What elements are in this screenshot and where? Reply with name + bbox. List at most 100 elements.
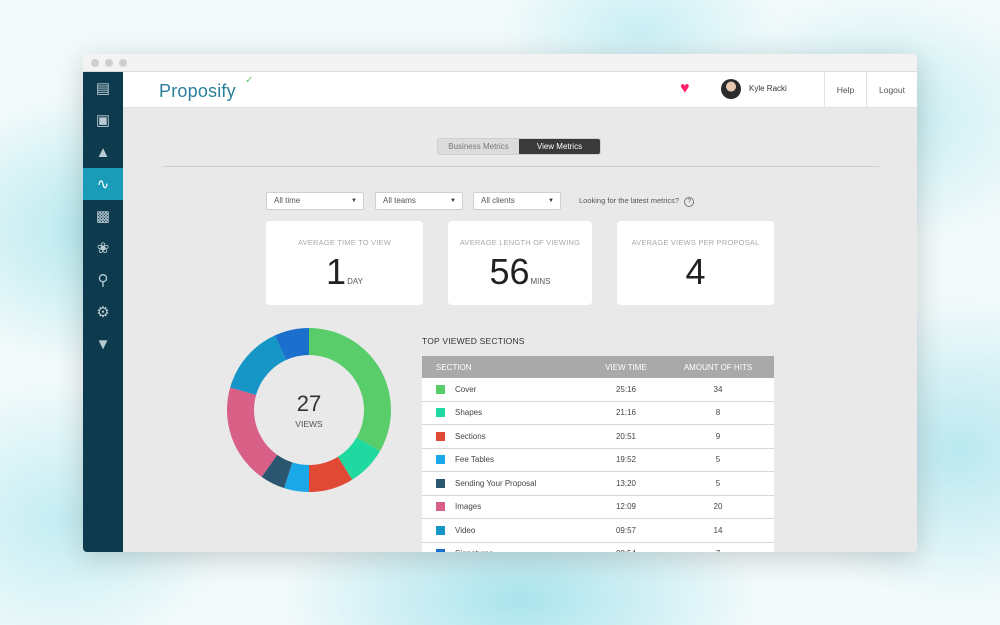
proposal-icon[interactable]: ▤ xyxy=(95,80,111,97)
card-value: 56 xyxy=(489,251,530,292)
card-value: 1 xyxy=(326,251,347,292)
donut-slice-video[interactable] xyxy=(230,335,287,395)
table-row[interactable]: Video 09:57 14 xyxy=(422,519,774,543)
tab-view-metrics[interactable]: View Metrics xyxy=(519,139,600,154)
view-time-cell: 25:16 xyxy=(615,384,637,394)
card-unit: DAY xyxy=(347,277,363,286)
chevron-down-icon: ▼ xyxy=(351,198,357,204)
hits-cell: 8 xyxy=(715,408,721,418)
card-unit: MINS xyxy=(530,277,551,286)
view-time-cell: 19:52 xyxy=(615,455,637,465)
card-label: AVERAGE VIEWS PER PROPOSAL xyxy=(631,238,760,247)
table-row[interactable]: Signatures 08:547 xyxy=(422,542,774,552)
window-maximize-dot[interactable] xyxy=(119,58,127,67)
divider xyxy=(163,166,879,167)
main-content: Business Metrics View Metrics All time ▼… xyxy=(123,108,917,552)
settings-icon[interactable]: ⚙ xyxy=(96,304,110,321)
donut-slice-shapes[interactable] xyxy=(337,437,381,480)
user-name[interactable]: Kyle Racki xyxy=(749,84,787,93)
latest-metrics-hint: Looking for the latest metrics? ? xyxy=(579,196,695,207)
donut-slice-fee-tables[interactable] xyxy=(284,462,309,492)
table-row[interactable]: Shapes 21:16 8 xyxy=(422,401,774,425)
view-time-cell: 08:54 xyxy=(590,549,662,552)
col-section-header[interactable]: SECTION xyxy=(436,362,472,372)
table-row[interactable]: Cover 25:16 34 xyxy=(422,378,774,402)
table-row[interactable]: Sending Your Proposal 13:20 5 xyxy=(422,472,774,496)
hits-cell: 20 xyxy=(713,502,723,512)
heart-icon[interactable]: ♥ xyxy=(680,80,690,97)
color-swatch xyxy=(436,384,445,394)
section-cell: Video xyxy=(422,525,590,535)
donut-center: 27 VIEWS xyxy=(225,326,393,494)
sections-table: SECTION VIEW TIME AMOUNT OF HITS Cover 25… xyxy=(422,356,774,552)
logo-check-icon: ✓ xyxy=(245,75,254,86)
integration-icon[interactable]: ▼ xyxy=(95,335,111,353)
section-name: Fee Tables xyxy=(455,455,494,465)
section-name: Cover xyxy=(455,384,477,394)
avg-length-card: AVERAGE LENGTH OF VIEWING 56MINS xyxy=(448,221,592,305)
help-link[interactable]: Help xyxy=(824,72,866,108)
donut-slice-images[interactable] xyxy=(227,387,278,477)
hits-cell: 14 xyxy=(713,525,723,535)
table-header: SECTION VIEW TIME AMOUNT OF HITS xyxy=(422,356,774,378)
hits-cell: 5 xyxy=(715,455,721,465)
time-filter-value: All time xyxy=(274,196,301,205)
card-value: 4 xyxy=(685,251,706,292)
avg-views-card: AVERAGE VIEWS PER PROPOSAL 4 xyxy=(617,221,774,305)
teams-filter-value: All teams xyxy=(383,196,416,205)
donut-slice-signatures[interactable] xyxy=(274,328,309,361)
color-swatch xyxy=(436,408,445,418)
col-hits-header[interactable]: AMOUNT OF HITS xyxy=(683,362,753,372)
card-label: AVERAGE LENGTH OF VIEWING xyxy=(459,238,581,247)
table-row[interactable]: Fee Tables 19:52 5 xyxy=(422,448,774,472)
view-time-cell: 21:16 xyxy=(615,408,637,418)
handshake-icon[interactable]: ❀ xyxy=(96,240,110,257)
hits-cell: 7 xyxy=(662,549,774,552)
latest-metrics-text: Looking for the latest metrics? xyxy=(579,196,680,205)
col-view-time-header[interactable]: VIEW TIME xyxy=(605,362,647,372)
color-swatch xyxy=(436,525,445,535)
section-name: Sending Your Proposal xyxy=(455,478,537,488)
avatar[interactable] xyxy=(721,79,741,99)
section-cell: Signatures xyxy=(422,549,590,552)
table-title: TOP VIEWED SECTIONS xyxy=(422,336,525,346)
view-time-cell: 20:51 xyxy=(615,431,637,441)
logout-link[interactable]: Logout xyxy=(866,72,917,108)
time-filter-select[interactable]: All time ▼ xyxy=(266,192,364,210)
logo[interactable]: Proposify ✓ xyxy=(159,75,253,102)
view-time-cell: 09:57 xyxy=(615,525,637,535)
clients-filter-select[interactable]: All clients ▼ xyxy=(473,192,561,210)
section-cell: Images xyxy=(422,502,590,512)
donut-slice-sending-your-proposal[interactable] xyxy=(261,454,293,489)
app-window: ▤ ▣ ▲ ∿ ▩ ❀ ⚲ ⚙ ▼ Proposify ✓ ♥ Kyle Rac… xyxy=(83,54,917,552)
tab-business-metrics[interactable]: Business Metrics xyxy=(438,139,519,154)
section-cell: Cover xyxy=(422,384,590,394)
table-body: Cover 25:16 34 Shapes 21:16 8 Sections 20:51 9 Fe… xyxy=(422,378,774,552)
inbox-icon[interactable]: ▣ xyxy=(95,112,111,129)
location-icon[interactable]: ⚲ xyxy=(97,272,109,289)
gift-icon[interactable]: ▩ xyxy=(95,208,111,225)
table-row[interactable]: Images 12:09 20 xyxy=(422,495,774,519)
donut-slice-cover[interactable] xyxy=(309,328,391,451)
help-circle-icon[interactable]: ? xyxy=(684,197,695,207)
teams-filter-select[interactable]: All teams ▼ xyxy=(375,192,463,210)
metrics-toggle: Business Metrics View Metrics xyxy=(437,138,601,155)
section-cell: Sending Your Proposal xyxy=(422,478,590,488)
donut-label: VIEWS xyxy=(295,419,323,429)
chevron-down-icon: ▼ xyxy=(548,198,554,204)
hits-cell: 34 xyxy=(713,384,723,394)
color-swatch xyxy=(436,478,445,488)
section-name: Sections xyxy=(455,431,486,441)
table-row[interactable]: Sections 20:51 9 xyxy=(422,425,774,449)
title-bar xyxy=(83,54,917,72)
section-cell: Fee Tables xyxy=(422,455,590,465)
user-icon[interactable]: ▲ xyxy=(95,143,111,161)
avg-time-card: AVERAGE TIME TO VIEW 1DAY xyxy=(266,221,423,305)
window-minimize-dot[interactable] xyxy=(105,58,113,67)
logo-text: Proposify xyxy=(159,81,236,101)
card-value-wrap: 1DAY xyxy=(266,251,423,293)
donut-slice-sections[interactable] xyxy=(309,456,353,492)
card-label: AVERAGE TIME TO VIEW xyxy=(297,238,392,247)
activity-icon[interactable]: ∿ xyxy=(83,168,123,200)
window-close-dot[interactable] xyxy=(91,58,99,67)
